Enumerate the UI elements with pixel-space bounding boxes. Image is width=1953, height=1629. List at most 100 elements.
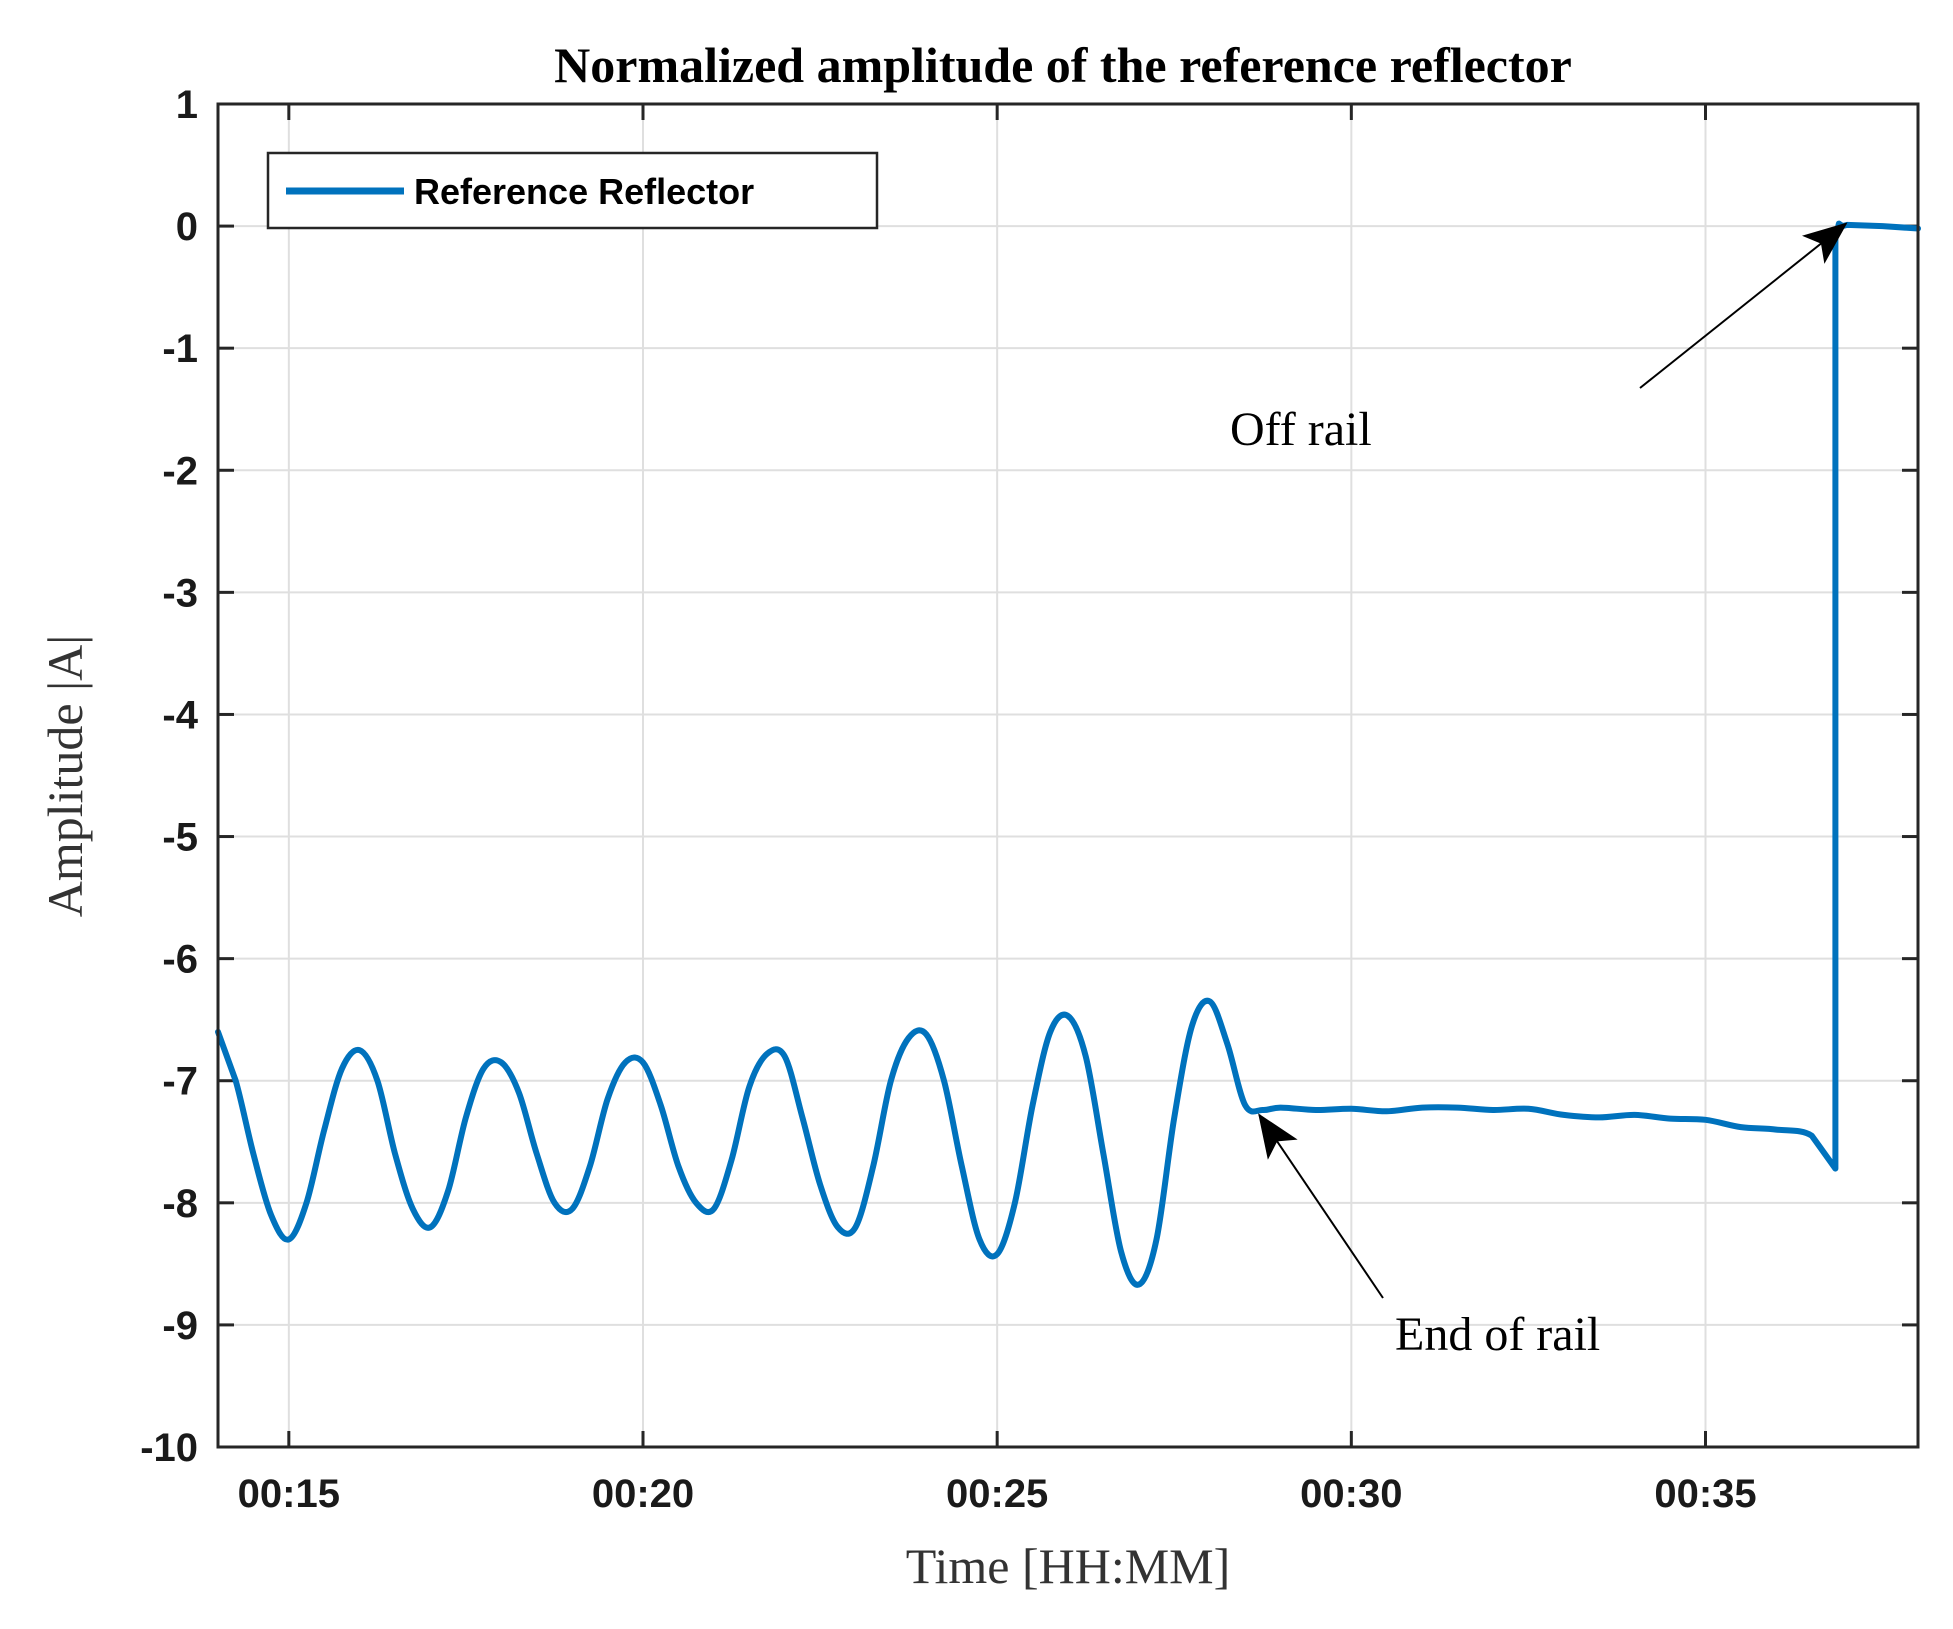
data-point	[410, 1206, 416, 1212]
data-point	[1773, 1126, 1779, 1133]
y-tick-label: -6	[162, 938, 198, 982]
data-point	[711, 1206, 717, 1212]
data-point	[870, 1163, 876, 1169]
data-point	[250, 1151, 257, 1157]
data-point	[1260, 1107, 1266, 1113]
data-point	[1384, 1108, 1390, 1114]
y-axis-title: Amplitude |A|	[37, 635, 93, 918]
plot-area	[218, 104, 1918, 1447]
data-point	[1136, 1282, 1142, 1288]
data-point	[1702, 1117, 1709, 1123]
y-tick-label: 0	[176, 205, 198, 249]
data-point	[1083, 1053, 1089, 1059]
data-point	[799, 1114, 805, 1120]
data-point	[923, 1031, 929, 1037]
data-point	[587, 1163, 593, 1169]
data-point	[339, 1065, 345, 1072]
y-tick-label: -9	[162, 1304, 198, 1348]
data-point	[303, 1200, 310, 1206]
y-axis-title-group: Amplitude |A|	[37, 635, 93, 918]
data-point	[1100, 1151, 1107, 1157]
data-point	[1047, 1029, 1053, 1035]
data-point	[852, 1224, 859, 1230]
data-point	[1348, 1106, 1354, 1112]
y-tick-label: -1	[162, 327, 198, 371]
x-tick-label: 00:25	[946, 1472, 1048, 1516]
data-point	[1313, 1107, 1319, 1113]
plot-frame	[216, 102, 1920, 1449]
data-point	[640, 1059, 646, 1066]
data-point	[321, 1126, 327, 1133]
series-layer	[215, 220, 1921, 1288]
data-point	[1118, 1249, 1124, 1255]
data-point	[392, 1151, 398, 1157]
data-point	[569, 1206, 575, 1212]
data-point	[357, 1047, 363, 1053]
annotations: Off rail End of rail	[1230, 222, 1848, 1361]
data-point	[835, 1224, 841, 1230]
axis-ticks: 1 0 -1 -2 -3 -4 -5 -6 -7 -8 -9 -10 00:15 00:20 00:25 00…	[140, 83, 1918, 1516]
data-point	[976, 1236, 983, 1243]
chart-title: Normalized amplitude of the reference re…	[554, 37, 1572, 93]
data-point	[286, 1236, 292, 1243]
legend-entry-label: Reference Reflector	[414, 171, 754, 212]
annotation-label: Off rail	[1230, 403, 1372, 456]
data-point	[498, 1059, 504, 1066]
y-tick-label: -4	[162, 693, 198, 737]
data-point	[1738, 1124, 1744, 1130]
series-line	[215, 220, 1921, 1288]
data-point	[1224, 1041, 1230, 1047]
data-point	[481, 1065, 487, 1072]
x-tick-label: 00:30	[1300, 1472, 1402, 1516]
y-tick-label: -7	[162, 1060, 198, 1104]
data-point	[268, 1212, 274, 1218]
data-point	[551, 1200, 558, 1206]
data-point	[1029, 1102, 1036, 1108]
annotation-label: End of rail	[1395, 1308, 1600, 1361]
data-point	[1667, 1115, 1673, 1122]
data-point	[1879, 223, 1886, 229]
data-point	[1490, 1107, 1496, 1113]
legend: Reference Reflector	[266, 151, 879, 230]
data-point	[675, 1163, 682, 1169]
data-point	[534, 1151, 540, 1157]
y-tick-label: -10	[140, 1426, 198, 1470]
data-point	[959, 1163, 965, 1169]
data-point	[1012, 1200, 1018, 1206]
data-point	[728, 1157, 735, 1163]
y-tick-label: -5	[162, 816, 198, 860]
data-point	[622, 1059, 628, 1066]
data-point	[746, 1084, 752, 1090]
data-point	[374, 1078, 380, 1084]
data-point	[1596, 1114, 1602, 1120]
data-point	[764, 1051, 770, 1057]
data-point	[1065, 1013, 1071, 1019]
data-point	[693, 1200, 699, 1206]
data-point	[604, 1096, 611, 1102]
data-point	[1277, 1104, 1284, 1111]
data-point	[1153, 1236, 1160, 1243]
data-point	[1207, 998, 1213, 1004]
data-point	[1242, 1102, 1248, 1108]
x-tick-label: 00:15	[238, 1472, 340, 1516]
y-tick-label: -3	[162, 571, 198, 615]
data-point	[1454, 1104, 1461, 1111]
data-point	[1419, 1104, 1425, 1111]
data-point	[516, 1090, 522, 1096]
data-point	[994, 1251, 1000, 1257]
data-point	[906, 1035, 912, 1041]
data-point	[233, 1078, 239, 1084]
annotation-arrow	[1258, 1113, 1384, 1299]
x-tick-label: 00:20	[592, 1472, 694, 1516]
y-tick-label: 1	[176, 83, 198, 127]
annotation-arrow	[1639, 222, 1848, 389]
y-tick-label: -2	[162, 449, 198, 493]
data-point	[1189, 1023, 1195, 1029]
data-point	[1632, 1112, 1638, 1118]
data-point	[941, 1078, 947, 1084]
data-point	[463, 1114, 469, 1120]
x-axis-title: Time [HH:MM]	[906, 1538, 1231, 1594]
data-point	[817, 1181, 823, 1188]
